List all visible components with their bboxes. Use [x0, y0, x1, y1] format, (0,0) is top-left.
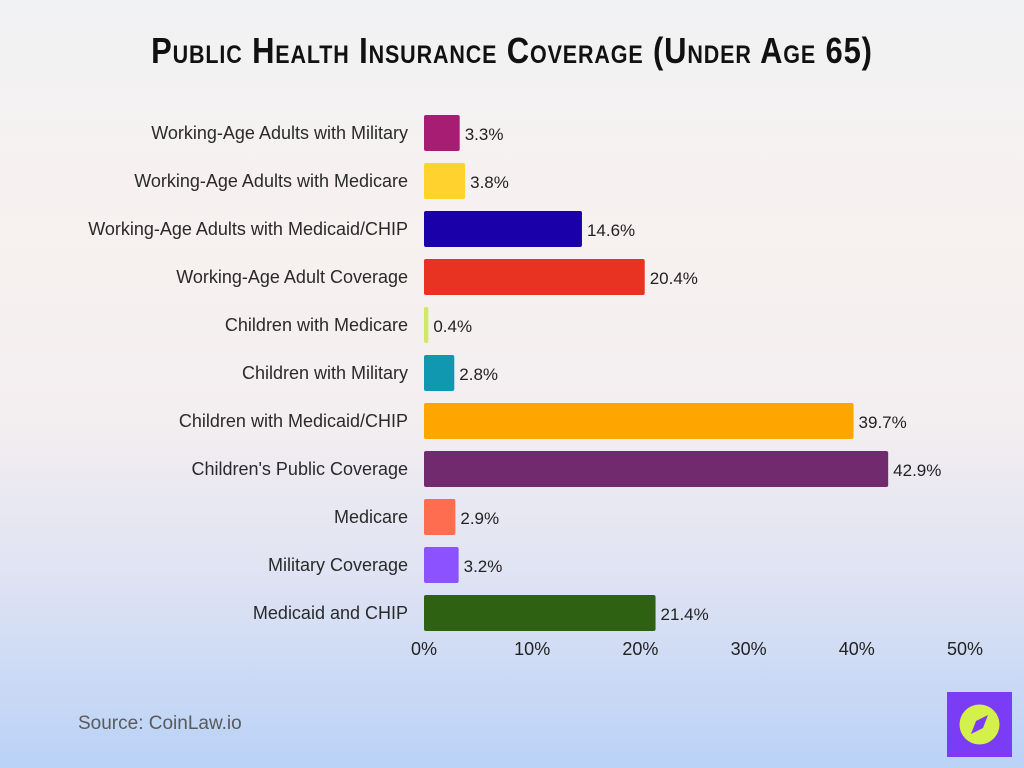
category-label: Medicare: [334, 507, 408, 527]
value-label: 21.4%: [661, 605, 709, 624]
bar: [424, 307, 429, 343]
x-tick-label: 10%: [514, 639, 550, 659]
bar: [424, 403, 854, 439]
bar: [424, 259, 645, 295]
chart-title: Public Health Insurance Coverage (Under …: [151, 30, 873, 71]
value-label: 14.6%: [587, 221, 635, 240]
bar: [424, 547, 459, 583]
value-label: 39.7%: [859, 413, 907, 432]
bar: [424, 451, 889, 487]
value-label: 3.2%: [464, 557, 503, 576]
bar: [424, 163, 466, 199]
category-label: Working-Age Adults with Military: [151, 123, 408, 143]
value-label: 42.9%: [893, 461, 941, 480]
category-label: Children with Military: [242, 363, 408, 383]
value-label: 20.4%: [650, 269, 698, 288]
value-label: 0.4%: [433, 317, 472, 336]
compass-icon: [959, 704, 1000, 745]
bar: [424, 595, 656, 631]
category-label: Working-Age Adults with Medicare: [134, 171, 408, 191]
source-text: Source: CoinLaw.io: [78, 713, 242, 734]
x-tick-label: 40%: [839, 639, 875, 659]
x-tick-label: 50%: [947, 639, 983, 659]
category-label: Working-Age Adult Coverage: [176, 267, 408, 287]
bar: [424, 499, 456, 535]
x-tick-label: 0%: [411, 639, 437, 659]
x-tick-label: 20%: [622, 639, 658, 659]
value-label: 2.9%: [460, 509, 499, 528]
x-tick-label: 30%: [731, 639, 767, 659]
bar: [424, 211, 582, 247]
bar: [424, 115, 460, 151]
category-label: Children with Medicaid/CHIP: [179, 411, 408, 431]
category-label: Children with Medicare: [225, 315, 408, 335]
logo: [947, 692, 1012, 757]
value-label: 3.3%: [465, 125, 504, 144]
category-label: Children's Public Coverage: [191, 459, 408, 479]
bar: [424, 355, 455, 391]
category-label: Working-Age Adults with Medicaid/CHIP: [88, 219, 408, 239]
value-label: 3.8%: [470, 173, 509, 192]
category-label: Medicaid and CHIP: [253, 603, 408, 623]
category-label: Military Coverage: [268, 555, 408, 575]
value-label: 2.8%: [459, 365, 498, 384]
